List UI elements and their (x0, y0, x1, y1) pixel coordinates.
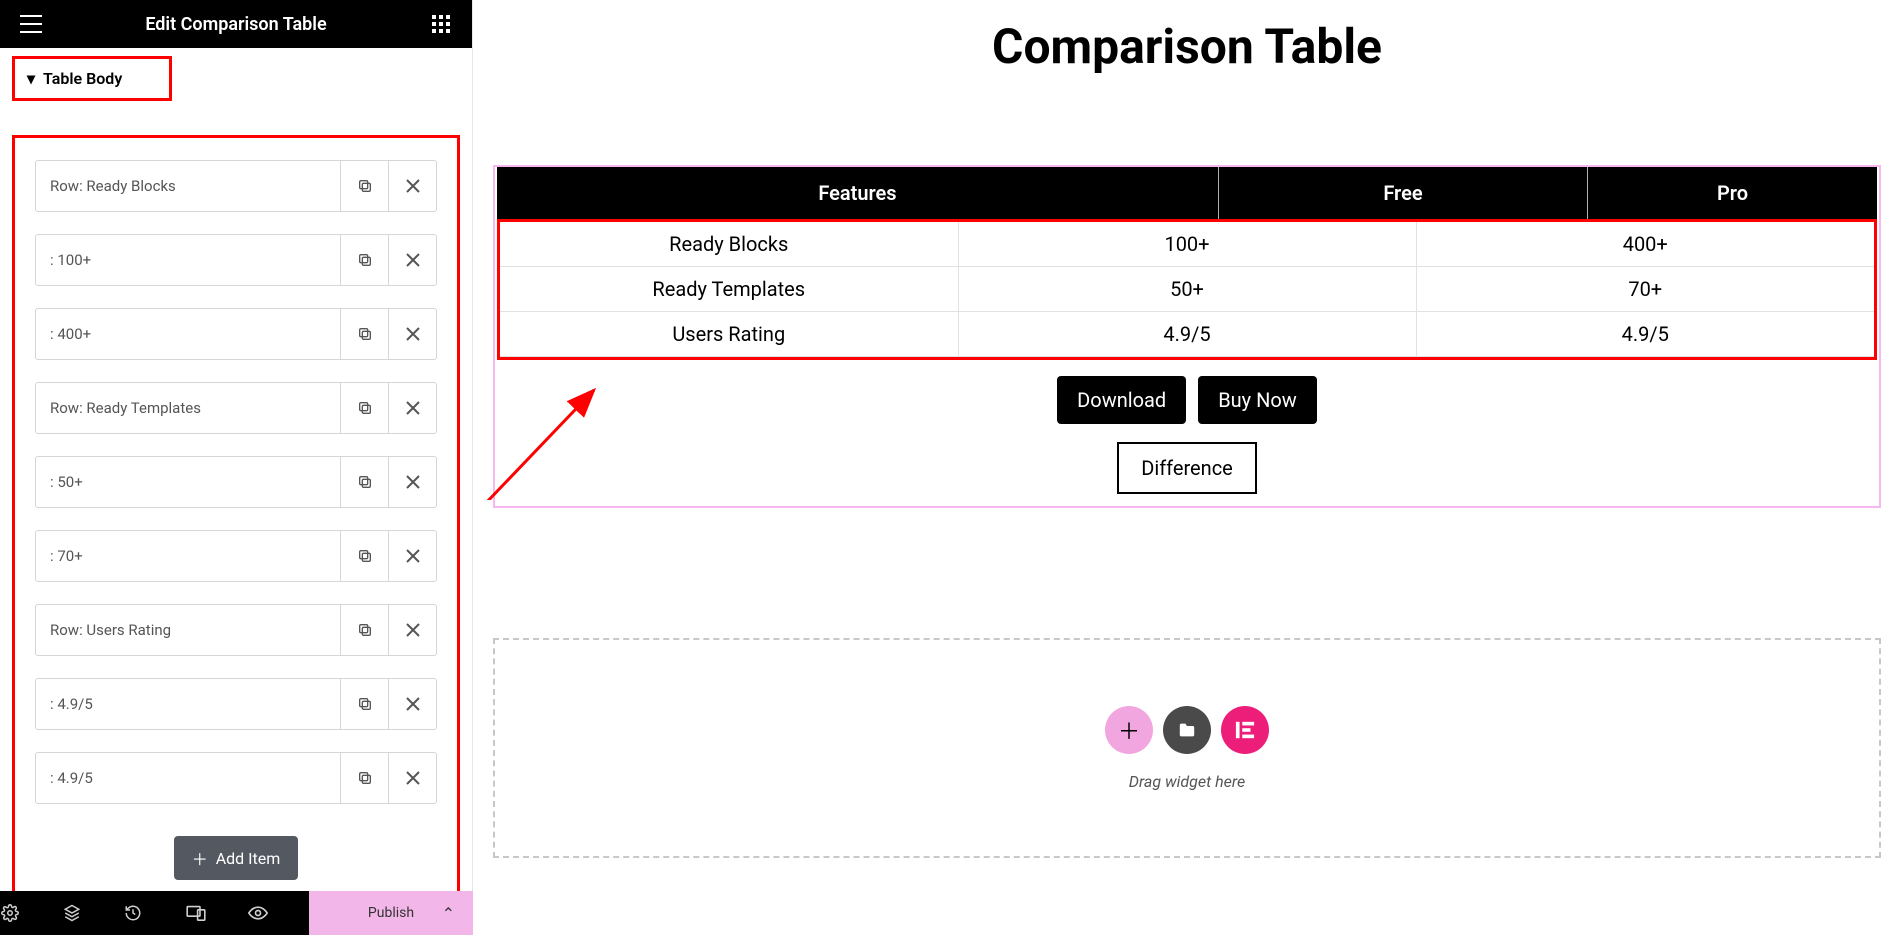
publish-button[interactable]: Publish ⌃ (309, 891, 473, 935)
repeater-item-label: Row: Ready Blocks (36, 161, 340, 211)
table-header-cell: Features (497, 167, 1218, 219)
history-icon[interactable] (124, 904, 184, 922)
table-row: Users Rating4.9/54.9/5 (500, 312, 1874, 357)
repeater-item[interactable]: : 4.9/5 (35, 678, 437, 730)
repeater-item-label: : 50+ (36, 457, 340, 507)
bottom-bar-tools (0, 891, 309, 935)
table-cell: 4.9/5 (1416, 312, 1874, 357)
add-item-button[interactable]: ＋ Add Item (174, 836, 299, 880)
chevron-up-icon: ⌃ (442, 904, 455, 923)
duplicate-icon[interactable] (340, 679, 388, 729)
repeater-item[interactable]: Row: Users Rating (35, 604, 437, 656)
duplicate-icon[interactable] (340, 383, 388, 433)
repeater-item-label: : 4.9/5 (36, 753, 340, 803)
repeater-item-label: : 100+ (36, 235, 340, 285)
hamburger-icon[interactable] (18, 11, 44, 37)
table-row: Ready Blocks100+400+ (500, 222, 1874, 267)
duplicate-icon[interactable] (340, 531, 388, 581)
close-icon[interactable] (388, 679, 436, 729)
add-section-icon[interactable]: ＋ (1105, 706, 1153, 754)
repeater-item[interactable]: : 70+ (35, 530, 437, 582)
elementskit-icon[interactable] (1221, 706, 1269, 754)
navigator-icon[interactable] (63, 904, 123, 922)
section-table-body[interactable]: ▾ Table Body (12, 56, 172, 101)
preview-icon[interactable] (248, 906, 308, 920)
action-buttons-row: Download Buy Now (497, 376, 1877, 424)
close-icon[interactable] (388, 383, 436, 433)
table-cell: 400+ (1416, 222, 1874, 267)
items-repeater-box: Row: Ready Blocks : 100+ : 400+ Row: Ready … (12, 135, 460, 907)
table-cell: 100+ (958, 222, 1416, 267)
add-item-label: Add Item (216, 849, 281, 868)
repeater-item[interactable]: Row: Ready Blocks (35, 160, 437, 212)
caret-down-icon: ▾ (27, 69, 35, 88)
repeater-item-label: : 400+ (36, 309, 340, 359)
table-row: Ready Templates50+70+ (500, 267, 1874, 312)
table-cell: 50+ (958, 267, 1416, 312)
plus-icon: ＋ (192, 846, 208, 870)
responsive-icon[interactable] (186, 905, 246, 921)
table-header-cell: Free (1218, 167, 1587, 219)
dropzone-actions: ＋ (1105, 706, 1269, 754)
publish-label: Publish (368, 905, 414, 921)
drop-zone[interactable]: ＋ Drag widget here (493, 638, 1881, 858)
table-cell: Ready Templates (500, 267, 958, 312)
repeater-item[interactable]: : 400+ (35, 308, 437, 360)
close-icon[interactable] (388, 235, 436, 285)
add-template-icon[interactable] (1163, 706, 1211, 754)
duplicate-icon[interactable] (340, 753, 388, 803)
sidebar-header: Edit Comparison Table (0, 0, 472, 48)
repeater-item-label: Row: Users Rating (36, 605, 340, 655)
drop-text: Drag widget here (1129, 772, 1245, 791)
page-title: Comparison Table (493, 18, 1881, 75)
close-icon[interactable] (388, 753, 436, 803)
repeater-item-label: Row: Ready Templates (36, 383, 340, 433)
duplicate-icon[interactable] (340, 161, 388, 211)
repeater-item[interactable]: Row: Ready Templates (35, 382, 437, 434)
close-icon[interactable] (388, 309, 436, 359)
repeater-item-label: : 4.9/5 (36, 679, 340, 729)
repeater-item[interactable]: : 4.9/5 (35, 752, 437, 804)
apps-grid-icon[interactable] (428, 11, 454, 37)
comparison-table-widget[interactable]: FeaturesFreePro Ready Blocks100+400+Read… (493, 165, 1881, 508)
download-button[interactable]: Download (1057, 376, 1186, 424)
buy-now-button[interactable]: Buy Now (1198, 376, 1317, 424)
table-header-row: FeaturesFreePro (497, 167, 1877, 219)
sidebar-title: Edit Comparison Table (145, 14, 326, 35)
editor-canvas: Comparison Table FeaturesFreePro Ready B… (473, 0, 1901, 935)
duplicate-icon[interactable] (340, 309, 388, 359)
table-cell: 70+ (1416, 267, 1874, 312)
duplicate-icon[interactable] (340, 457, 388, 507)
close-icon[interactable] (388, 457, 436, 507)
close-icon[interactable] (388, 161, 436, 211)
duplicate-icon[interactable] (340, 605, 388, 655)
table-body-highlight: Ready Blocks100+400+Ready Templates50+70… (497, 219, 1877, 360)
table-cell: Users Rating (500, 312, 958, 357)
editor-sidebar: Edit Comparison Table ▾ Table Body Row: … (0, 0, 473, 935)
duplicate-icon[interactable] (340, 235, 388, 285)
close-icon[interactable] (388, 605, 436, 655)
repeater-item[interactable]: : 50+ (35, 456, 437, 508)
bottom-bar: Publish ⌃ (0, 891, 473, 935)
table-header-cell: Pro (1588, 167, 1878, 219)
section-label: Table Body (43, 69, 122, 88)
table-cell: 4.9/5 (958, 312, 1416, 357)
table-cell: Ready Blocks (500, 222, 958, 267)
repeater-item[interactable]: : 100+ (35, 234, 437, 286)
difference-button[interactable]: Difference (1117, 442, 1257, 494)
comparison-table: FeaturesFreePro Ready Blocks100+400+Read… (497, 167, 1877, 360)
close-icon[interactable] (388, 531, 436, 581)
repeater-item-label: : 70+ (36, 531, 340, 581)
settings-icon[interactable] (1, 904, 61, 922)
